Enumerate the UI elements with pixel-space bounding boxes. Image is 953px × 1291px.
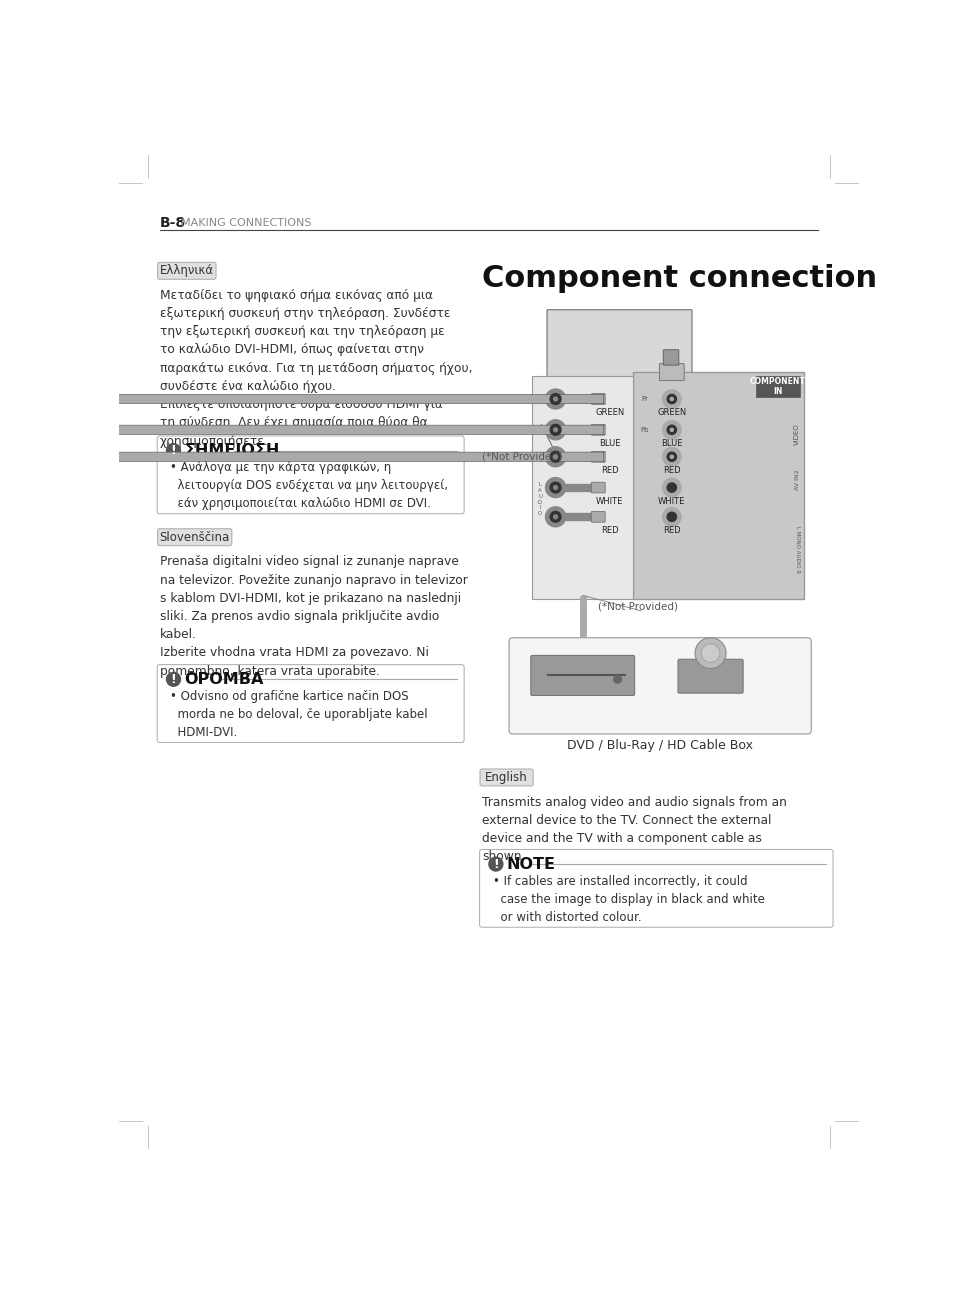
Text: MAKING CONNECTIONS: MAKING CONNECTIONS	[181, 218, 312, 227]
FancyBboxPatch shape	[659, 364, 683, 381]
Text: (*Not Provided): (*Not Provided)	[598, 602, 678, 612]
Text: COMPONENT
IN: COMPONENT IN	[749, 377, 805, 396]
Circle shape	[661, 479, 680, 497]
Text: (*Not Provided): (*Not Provided)	[481, 452, 561, 462]
FancyBboxPatch shape	[90, 394, 604, 404]
Text: L
A
U
D
I
O: L A U D I O	[537, 482, 541, 516]
FancyBboxPatch shape	[678, 660, 742, 693]
Circle shape	[488, 857, 502, 871]
Text: RED: RED	[600, 527, 618, 536]
Circle shape	[661, 448, 680, 466]
FancyBboxPatch shape	[591, 425, 604, 435]
FancyBboxPatch shape	[157, 436, 464, 514]
Text: Pb: Pb	[639, 427, 648, 432]
Text: Transmits analog video and audio signals from an
external device to the TV. Conn: Transmits analog video and audio signals…	[481, 795, 786, 864]
Text: !: !	[171, 673, 176, 686]
Text: VIDEO: VIDEO	[794, 422, 800, 444]
FancyBboxPatch shape	[755, 376, 800, 398]
Circle shape	[661, 421, 680, 439]
Text: GREEN: GREEN	[657, 408, 686, 417]
Circle shape	[553, 454, 557, 458]
Text: Μεταδίδει το ψηφιακό σήμα εικόνας από μια
εξωτερική συσκευή στην τηλεόραση. Συνδ: Μεταδίδει το ψηφιακό σήμα εικόνας από μι…	[159, 289, 472, 448]
FancyBboxPatch shape	[546, 310, 691, 377]
Text: !: !	[171, 444, 176, 457]
Circle shape	[666, 425, 676, 435]
Circle shape	[553, 427, 557, 431]
FancyBboxPatch shape	[591, 394, 604, 404]
Text: BLUE: BLUE	[660, 439, 681, 448]
Text: English: English	[485, 771, 527, 784]
Text: WHITE: WHITE	[596, 497, 623, 506]
Circle shape	[550, 511, 560, 523]
FancyBboxPatch shape	[633, 372, 802, 599]
Circle shape	[545, 447, 565, 467]
Text: B-8: B-8	[159, 216, 186, 230]
Circle shape	[695, 638, 725, 669]
FancyBboxPatch shape	[479, 769, 533, 786]
Text: OPOMBA: OPOMBA	[184, 671, 263, 687]
Circle shape	[670, 429, 673, 431]
Circle shape	[670, 456, 673, 458]
FancyBboxPatch shape	[90, 452, 604, 461]
Text: Pr: Pr	[640, 396, 647, 402]
FancyBboxPatch shape	[509, 638, 810, 735]
Circle shape	[167, 673, 180, 687]
FancyBboxPatch shape	[157, 665, 464, 742]
Circle shape	[553, 398, 557, 402]
Text: DVD / Blu-Ray / HD Cable Box: DVD / Blu-Ray / HD Cable Box	[567, 738, 753, 753]
Circle shape	[545, 507, 565, 527]
Text: • If cables are installed incorrectly, it could
  case the image to display in b: • If cables are installed incorrectly, i…	[493, 875, 764, 924]
Text: RED: RED	[662, 527, 679, 536]
Text: AV IN2: AV IN2	[794, 470, 799, 491]
Circle shape	[553, 485, 557, 489]
Circle shape	[550, 452, 560, 462]
Circle shape	[661, 507, 680, 525]
Text: BLUE: BLUE	[598, 439, 619, 448]
Circle shape	[550, 482, 560, 493]
Text: !: !	[493, 857, 498, 870]
Circle shape	[550, 394, 560, 404]
FancyBboxPatch shape	[90, 425, 604, 435]
Circle shape	[666, 452, 676, 461]
Text: L MONO AUDIO R: L MONO AUDIO R	[794, 525, 799, 573]
FancyBboxPatch shape	[662, 350, 679, 365]
Text: • Ανάλογα με την κάρτα γραφικών, η
  λειτουργία DOS ενδέχεται να μην λειτουργεί,: • Ανάλογα με την κάρτα γραφικών, η λειτο…	[171, 461, 448, 510]
Circle shape	[545, 478, 565, 497]
Text: Ελληνικά: Ελληνικά	[159, 265, 213, 278]
Circle shape	[666, 513, 676, 522]
Circle shape	[613, 675, 620, 683]
Text: RED: RED	[600, 466, 618, 475]
FancyBboxPatch shape	[591, 452, 604, 462]
Circle shape	[550, 425, 560, 435]
Text: • Odvisno od grafične kartice način DOS
  morda ne bo deloval, če uporabljate ka: • Odvisno od grafične kartice način DOS …	[171, 691, 428, 738]
Circle shape	[700, 644, 720, 662]
Text: Prenaša digitalni video signal iz zunanje naprave
na televizor. Povežite zunanjo: Prenaša digitalni video signal iz zunanj…	[159, 555, 467, 678]
Circle shape	[666, 394, 676, 404]
Text: Component connection: Component connection	[481, 265, 876, 293]
Circle shape	[545, 420, 565, 440]
FancyBboxPatch shape	[532, 376, 633, 599]
FancyBboxPatch shape	[157, 529, 232, 546]
Circle shape	[545, 389, 565, 409]
FancyBboxPatch shape	[479, 849, 832, 927]
FancyBboxPatch shape	[591, 511, 604, 523]
Circle shape	[167, 444, 180, 457]
Text: WHITE: WHITE	[658, 497, 685, 506]
Circle shape	[670, 398, 673, 400]
Text: GREEN: GREEN	[595, 408, 624, 417]
Text: Slovenščina: Slovenščina	[159, 531, 230, 544]
FancyBboxPatch shape	[530, 656, 634, 696]
Text: ΣΗΜΕΙΩΣΗ: ΣΗΜΕΙΩΣΗ	[184, 443, 279, 458]
Text: RED: RED	[662, 466, 679, 475]
Text: NOTE: NOTE	[506, 857, 556, 871]
Circle shape	[553, 515, 557, 519]
Circle shape	[666, 483, 676, 492]
FancyBboxPatch shape	[157, 262, 215, 279]
Circle shape	[661, 390, 680, 408]
FancyBboxPatch shape	[591, 482, 604, 493]
